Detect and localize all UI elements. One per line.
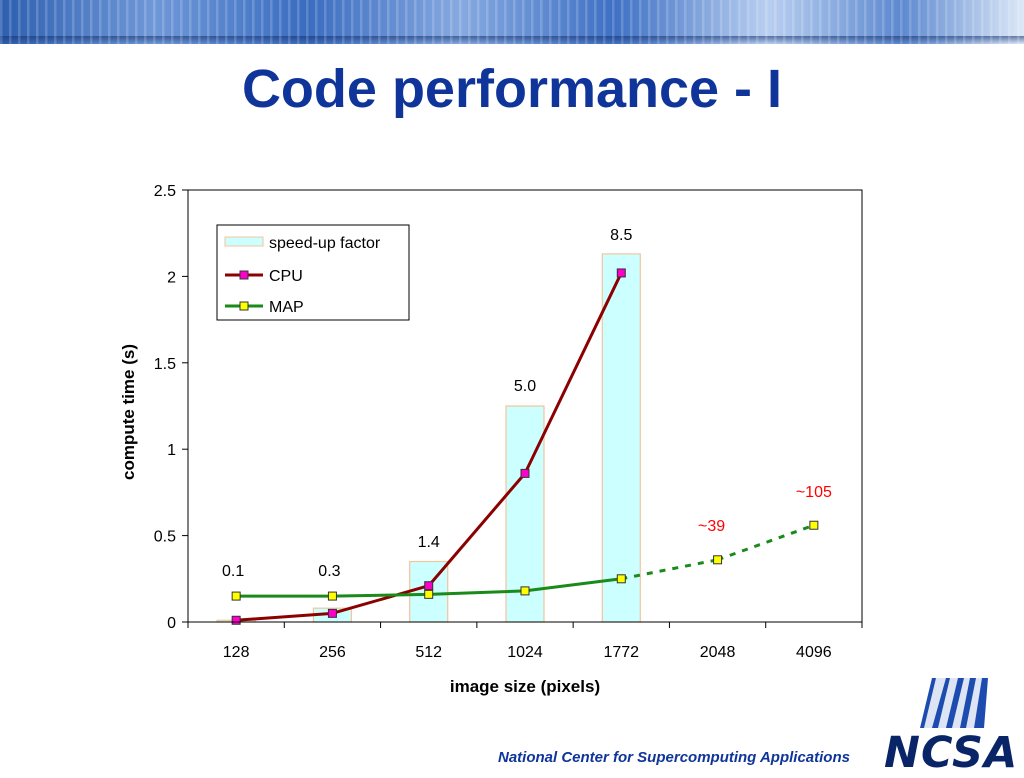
series-line-cpu [236, 611, 333, 622]
series-line-map [524, 577, 622, 593]
legend-swatch-speedup [224, 236, 264, 247]
y-axis-label: compute time (s) [119, 344, 138, 480]
legend-label-speedup: speed-up factor [269, 235, 381, 252]
bar-data-label: 8.5 [610, 227, 632, 244]
y-tick-label: 0.5 [154, 529, 176, 546]
y-tick-label: 2 [167, 269, 176, 286]
data-point-map [809, 520, 819, 530]
data-point-cpu [616, 268, 626, 278]
bar-data-label: 0.1 [222, 563, 244, 580]
data-point-cpu [327, 608, 337, 618]
data-point-cpu [231, 615, 241, 625]
x-tick-label: 256 [319, 644, 346, 661]
bar-speedup [505, 405, 545, 623]
series-line-map [332, 592, 429, 598]
page-title: Code performance - I [241, 59, 783, 119]
y-tick-label: 1.5 [154, 356, 176, 373]
data-point-map [520, 586, 530, 596]
logo-text: NCSA [884, 728, 1019, 778]
legend-label-map: MAP [269, 299, 304, 316]
data-point-map [713, 555, 723, 565]
bar-data-label: 0.3 [318, 563, 340, 580]
annotation-label: ~39 [698, 518, 725, 535]
bar-speedup [601, 253, 641, 623]
legend-marker-map [239, 301, 249, 311]
y-tick-label: 1 [167, 442, 176, 459]
bar-data-label: 1.4 [418, 534, 440, 551]
legend-label-cpu: CPU [269, 268, 303, 285]
bar-data-label: 5.0 [514, 378, 536, 395]
y-tick-label: 0 [167, 615, 176, 632]
series-line-map [620, 558, 718, 581]
y-tick-label: 2.5 [154, 183, 176, 200]
x-tick-label: 1024 [507, 644, 543, 661]
legend-marker-cpu [239, 270, 249, 280]
data-point-cpu [520, 468, 530, 478]
series-line-cpu [427, 472, 527, 587]
x-tick-label: 2048 [700, 644, 736, 661]
data-point-cpu [424, 581, 434, 591]
x-tick-label: 4096 [796, 644, 832, 661]
series-line-map [428, 589, 526, 596]
series-line-cpu [523, 272, 623, 475]
series-line-map [717, 523, 815, 562]
x-tick-label: 512 [415, 644, 442, 661]
x-axis-label: image size (pixels) [450, 677, 600, 696]
data-point-map [616, 574, 626, 584]
x-tick-label: 128 [223, 644, 250, 661]
data-point-map [231, 591, 241, 601]
data-point-map [327, 591, 337, 601]
footer-text: National Center for Supercomputing Appli… [498, 749, 850, 766]
x-tick-label: 1772 [603, 644, 639, 661]
header-banner [0, 0, 1024, 44]
annotation-label: ~105 [796, 484, 832, 501]
plot-area [187, 189, 863, 623]
ncsa-logo-icon [920, 678, 988, 728]
series-line-cpu [332, 584, 430, 615]
data-point-map [424, 589, 434, 599]
